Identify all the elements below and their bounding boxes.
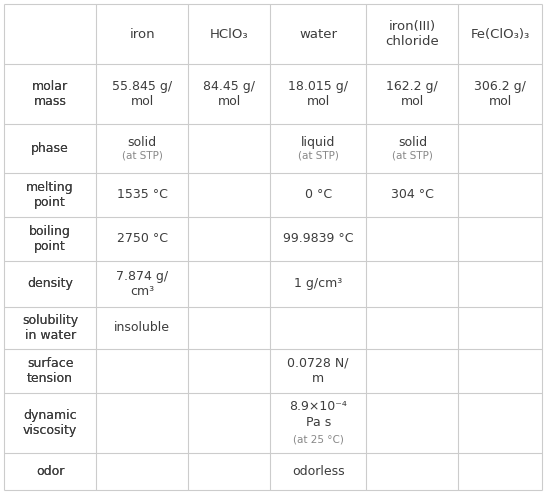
Text: molar
mass: molar mass [32,80,68,108]
Text: density: density [27,277,73,290]
Text: 0.0728 N/
m: 0.0728 N/ m [287,357,349,385]
Text: water: water [299,28,337,41]
Text: (at STP): (at STP) [392,150,433,161]
Text: insoluble: insoluble [114,322,170,334]
Text: phase: phase [31,142,69,155]
Text: dynamic
viscosity: dynamic viscosity [23,409,77,437]
Text: 0 °C: 0 °C [305,188,332,201]
Text: 2750 °C: 2750 °C [117,232,168,245]
Text: density: density [27,277,73,290]
Text: solid: solid [398,136,427,149]
Text: 1535 °C: 1535 °C [117,188,168,201]
Text: solubility
in water: solubility in water [22,314,78,342]
Text: (at STP): (at STP) [298,150,339,161]
Text: melting
point: melting point [26,181,74,208]
Text: odor: odor [36,465,64,478]
Text: Fe(ClO₃)₃: Fe(ClO₃)₃ [471,28,530,41]
Text: odorless: odorless [292,465,345,478]
Text: melting
point: melting point [26,181,74,208]
Text: iron: iron [129,28,155,41]
Text: solubility
in water: solubility in water [22,314,78,342]
Text: 162.2 g/
mol: 162.2 g/ mol [387,80,438,108]
Text: 7.874 g/
cm³: 7.874 g/ cm³ [116,270,168,298]
Text: iron(III)
chloride: iron(III) chloride [385,20,439,48]
Text: molar
mass: molar mass [32,80,68,108]
Text: solid: solid [128,136,157,149]
Text: surface
tension: surface tension [27,357,73,385]
Text: Pa s: Pa s [306,416,331,429]
Text: odor: odor [36,465,64,478]
Text: liquid: liquid [301,136,335,149]
Text: 99.9839 °C: 99.9839 °C [283,232,353,245]
Text: (at STP): (at STP) [122,150,163,161]
Text: HClO₃: HClO₃ [210,28,248,41]
Text: 84.45 g/
mol: 84.45 g/ mol [203,80,255,108]
Text: boiling
point: boiling point [29,225,71,253]
Text: dynamic
viscosity: dynamic viscosity [23,409,77,437]
Text: 1 g/cm³: 1 g/cm³ [294,277,342,290]
Text: 18.015 g/
mol: 18.015 g/ mol [288,80,348,108]
Text: 8.9×10⁻⁴: 8.9×10⁻⁴ [289,400,347,412]
Text: phase: phase [31,142,69,155]
Text: surface
tension: surface tension [27,357,73,385]
Text: 55.845 g/
mol: 55.845 g/ mol [112,80,173,108]
Text: (at 25 °C): (at 25 °C) [293,435,343,445]
Text: boiling
point: boiling point [29,225,71,253]
Text: 304 °C: 304 °C [391,188,434,201]
Text: 306.2 g/
mol: 306.2 g/ mol [474,80,526,108]
